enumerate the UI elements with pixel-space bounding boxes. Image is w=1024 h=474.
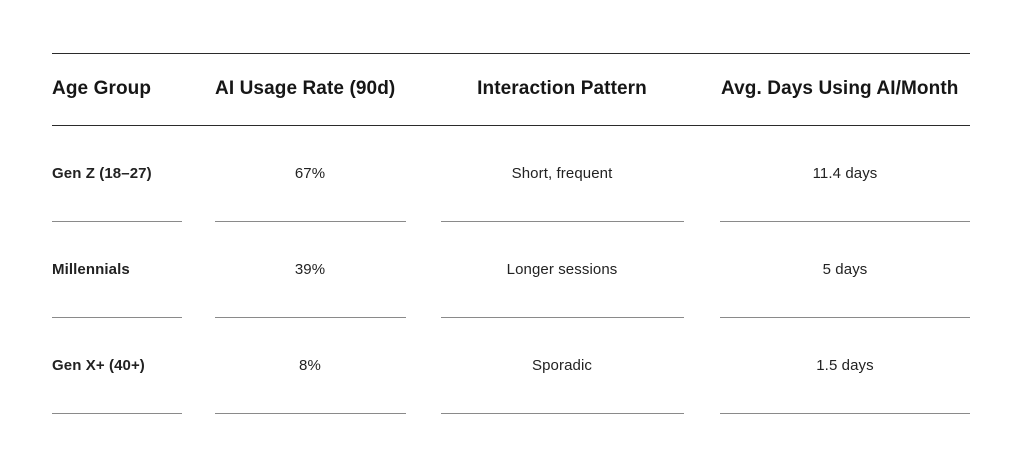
table-top-rule bbox=[52, 53, 970, 54]
row-divider bbox=[441, 317, 684, 318]
cell-usage-rate: 8% bbox=[299, 357, 321, 374]
table-header-rule bbox=[52, 125, 970, 126]
cell-interaction-pattern: Sporadic bbox=[531, 357, 593, 374]
row-divider bbox=[52, 413, 182, 414]
cell-interaction-pattern: Longer sessions bbox=[506, 261, 618, 278]
header-age-group: Age Group bbox=[52, 78, 152, 99]
header-ai-usage-rate: AI Usage Rate (90d) bbox=[215, 78, 396, 99]
row-divider bbox=[720, 317, 970, 318]
row-divider bbox=[215, 221, 406, 222]
cell-usage-rate: 39% bbox=[294, 261, 326, 278]
row-divider bbox=[52, 317, 182, 318]
row-divider bbox=[441, 221, 684, 222]
row-divider bbox=[720, 413, 970, 414]
row-divider bbox=[215, 317, 406, 318]
cell-avg-days: 5 days bbox=[822, 261, 868, 278]
cell-age-group: Gen Z (18–27) bbox=[52, 165, 152, 182]
cell-interaction-pattern: Short, frequent bbox=[511, 165, 613, 182]
header-interaction-pattern: Interaction Pattern bbox=[477, 78, 647, 99]
row-divider bbox=[215, 413, 406, 414]
row-divider bbox=[441, 413, 684, 414]
cell-avg-days: 1.5 days bbox=[816, 357, 874, 374]
cell-avg-days: 11.4 days bbox=[812, 165, 878, 182]
row-divider bbox=[52, 221, 182, 222]
cell-age-group: Gen X+ (40+) bbox=[52, 357, 145, 374]
header-avg-days: Avg. Days Using AI/Month bbox=[721, 78, 959, 99]
cell-usage-rate: 67% bbox=[294, 165, 326, 182]
row-divider bbox=[720, 221, 970, 222]
cell-age-group: Millennials bbox=[52, 261, 130, 278]
